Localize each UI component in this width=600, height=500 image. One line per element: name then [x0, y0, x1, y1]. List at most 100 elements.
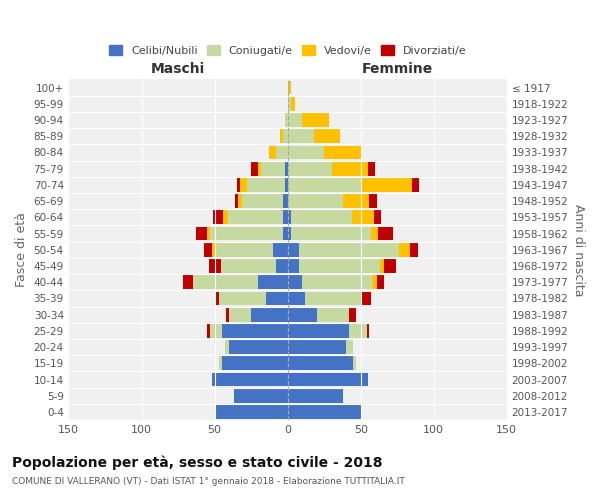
Bar	[229, 308, 251, 322]
Bar	[219, 292, 266, 306]
Bar	[208, 324, 211, 338]
Bar	[223, 210, 228, 224]
Bar	[299, 259, 380, 273]
Bar	[213, 210, 223, 224]
Bar	[276, 146, 287, 160]
Bar	[222, 356, 287, 370]
Bar	[239, 178, 247, 192]
Bar	[205, 243, 212, 256]
Text: Maschi: Maschi	[151, 62, 205, 76]
Bar	[222, 324, 287, 338]
Bar	[287, 146, 324, 160]
Bar	[221, 259, 276, 273]
Bar	[314, 130, 340, 143]
Bar	[229, 340, 287, 354]
Bar	[287, 259, 299, 273]
Bar	[225, 340, 229, 354]
Bar	[262, 162, 285, 175]
Bar	[287, 372, 368, 386]
Bar	[317, 308, 349, 322]
Bar	[283, 210, 287, 224]
Bar	[212, 372, 287, 386]
Bar	[273, 243, 287, 256]
Bar	[280, 130, 283, 143]
Legend: Celibi/Nubili, Coniugati/e, Vedovi/e, Divorziati/e: Celibi/Nubili, Coniugati/e, Vedovi/e, Di…	[104, 41, 471, 60]
Bar	[285, 113, 287, 127]
Bar	[215, 243, 273, 256]
Bar	[287, 324, 349, 338]
Bar	[209, 259, 221, 273]
Bar	[349, 324, 367, 338]
Bar	[211, 226, 283, 240]
Y-axis label: Anni di nascita: Anni di nascita	[572, 204, 585, 296]
Bar	[182, 276, 193, 289]
Bar	[287, 276, 302, 289]
Bar	[299, 243, 398, 256]
Bar	[410, 243, 418, 256]
Bar	[233, 389, 287, 402]
Bar	[367, 324, 370, 338]
Bar	[290, 226, 371, 240]
Bar	[208, 226, 211, 240]
Bar	[285, 162, 287, 175]
Bar	[236, 178, 239, 192]
Bar	[412, 178, 419, 192]
Bar	[361, 292, 371, 306]
Bar	[305, 292, 361, 306]
Bar	[377, 276, 384, 289]
Bar	[374, 210, 381, 224]
Bar	[343, 194, 370, 208]
Bar	[287, 308, 317, 322]
Bar	[287, 226, 290, 240]
Bar	[287, 113, 302, 127]
Bar	[283, 226, 287, 240]
Bar	[324, 146, 361, 160]
Bar	[378, 226, 393, 240]
Bar	[287, 389, 343, 402]
Bar	[302, 276, 373, 289]
Bar	[352, 210, 374, 224]
Bar	[287, 340, 346, 354]
Bar	[370, 194, 377, 208]
Bar	[287, 243, 299, 256]
Bar	[287, 356, 353, 370]
Bar	[287, 162, 331, 175]
Bar	[287, 130, 314, 143]
Bar	[276, 259, 287, 273]
Bar	[349, 308, 356, 322]
Bar	[247, 178, 285, 192]
Bar	[380, 259, 384, 273]
Bar	[196, 226, 208, 240]
Bar	[368, 162, 376, 175]
Bar	[226, 308, 229, 322]
Bar	[302, 113, 329, 127]
Bar	[290, 210, 352, 224]
Bar	[211, 324, 222, 338]
Bar	[269, 146, 276, 160]
Bar	[371, 226, 378, 240]
Bar	[287, 210, 290, 224]
Bar	[361, 178, 412, 192]
Bar	[287, 80, 290, 94]
Bar	[193, 276, 259, 289]
Bar	[251, 308, 287, 322]
Bar	[287, 292, 305, 306]
Bar	[287, 178, 361, 192]
Bar	[242, 194, 283, 208]
Bar	[219, 356, 222, 370]
Text: COMUNE DI VALLERANO (VT) - Dati ISTAT 1° gennaio 2018 - Elaborazione TUTTITALIA.: COMUNE DI VALLERANO (VT) - Dati ISTAT 1°…	[12, 478, 405, 486]
Bar	[259, 276, 287, 289]
Bar	[373, 276, 377, 289]
Bar	[283, 130, 287, 143]
Y-axis label: Fasce di età: Fasce di età	[15, 212, 28, 288]
Bar	[346, 340, 353, 354]
Bar	[228, 210, 283, 224]
Bar	[285, 178, 287, 192]
Bar	[398, 243, 410, 256]
Bar	[353, 356, 356, 370]
Bar	[384, 259, 396, 273]
Bar	[215, 405, 287, 419]
Bar	[266, 292, 287, 306]
Bar	[251, 162, 259, 175]
Bar	[287, 405, 361, 419]
